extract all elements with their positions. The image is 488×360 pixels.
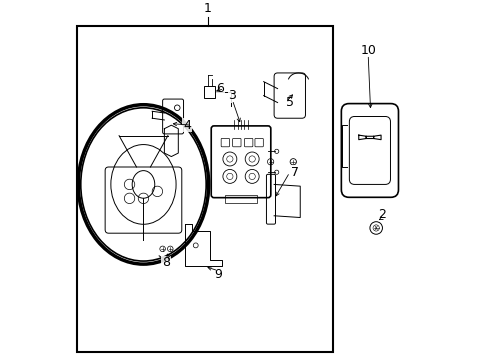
Text: 1: 1 [203, 3, 211, 15]
Text: 5: 5 [285, 96, 293, 109]
Text: 9: 9 [214, 269, 222, 282]
Text: 8: 8 [162, 256, 170, 269]
Text: 4: 4 [183, 119, 191, 132]
Bar [225, 195, 256, 203]
Text: 7: 7 [290, 166, 298, 179]
Text: 2: 2 [377, 207, 385, 221]
Text: 10: 10 [360, 44, 375, 57]
Text: 6: 6 [216, 82, 224, 95]
Bar [77, 26, 333, 352]
Text: 3: 3 [228, 89, 236, 102]
Bar [204, 86, 214, 98]
